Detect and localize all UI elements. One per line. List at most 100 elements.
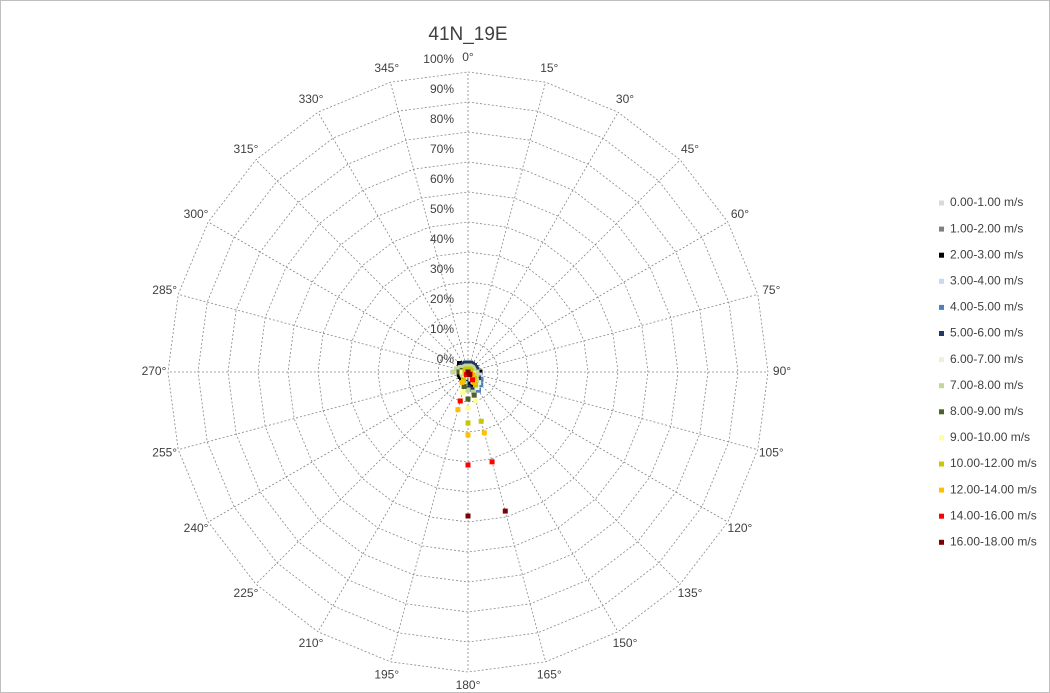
spoke	[255, 371, 469, 585]
marker	[460, 389, 466, 395]
marker	[477, 369, 483, 375]
chart-title: 41N_19E	[428, 24, 507, 45]
marker	[453, 366, 459, 372]
spoke	[178, 293, 469, 373]
marker	[465, 381, 471, 387]
angle-label: 150°	[613, 636, 638, 650]
marker	[481, 430, 487, 436]
legend-label: 2.00-3.00 m/s	[950, 247, 1023, 261]
marker	[462, 381, 468, 387]
r-tick-label: 30%	[430, 262, 454, 276]
angle-label: 30°	[616, 92, 634, 106]
angle-label: 195°	[374, 667, 399, 681]
angle-label: 285°	[152, 283, 177, 297]
marker	[453, 369, 459, 375]
legend-marker	[939, 435, 944, 441]
marker	[465, 432, 471, 438]
spoke	[467, 159, 681, 373]
angle-label: 120°	[728, 521, 753, 535]
angle-label: 315°	[234, 142, 259, 156]
legend-label: 8.00-9.00 m/s	[950, 404, 1023, 418]
r-tick-label: 50%	[430, 202, 454, 216]
legend-marker	[939, 461, 944, 467]
marker	[465, 513, 471, 519]
r-tick-label: 100%	[423, 52, 454, 66]
legend-marker	[939, 278, 944, 284]
spoke	[207, 371, 469, 523]
marker	[461, 377, 466, 383]
angle-label: 105°	[759, 445, 784, 459]
marker	[469, 383, 475, 389]
marker	[465, 405, 471, 411]
legend-label: 5.00-6.00 m/s	[950, 326, 1023, 340]
legend-marker	[939, 383, 944, 389]
angle-label: 300°	[184, 207, 209, 221]
legend-label: 9.00-10.00 m/s	[950, 430, 1030, 444]
spoke	[467, 82, 547, 373]
r-tick-label: 90%	[430, 82, 454, 96]
marker	[463, 360, 469, 366]
angle-label: 45°	[681, 142, 699, 156]
angle-label: 330°	[299, 92, 324, 106]
r-tick-label: 10%	[430, 322, 454, 336]
legend-label: 10.00-12.00 m/s	[950, 456, 1037, 470]
r-tick-label: 0%	[437, 352, 455, 366]
marker	[473, 398, 479, 404]
legend-marker	[939, 513, 944, 519]
marker	[465, 462, 471, 468]
spoke	[389, 82, 469, 373]
marker	[465, 420, 471, 426]
marker	[462, 374, 468, 380]
legend-marker	[939, 357, 944, 363]
marker	[464, 372, 469, 378]
r-tick-label: 40%	[430, 232, 454, 246]
marker	[464, 366, 470, 372]
angle-label: 90°	[773, 364, 791, 378]
spoke	[389, 371, 469, 662]
marker	[477, 372, 483, 378]
spoke	[467, 371, 758, 451]
marker	[465, 384, 471, 390]
legend-marker	[939, 304, 944, 310]
angle-label: 255°	[152, 445, 177, 459]
marker	[459, 369, 465, 375]
grid-ring	[167, 71, 769, 673]
marker	[463, 363, 469, 369]
spoke	[178, 371, 469, 451]
legend-label: 1.00-2.00 m/s	[950, 221, 1023, 235]
spoke	[467, 371, 729, 523]
angle-label: 75°	[762, 283, 780, 297]
marker	[456, 369, 462, 375]
spoke	[317, 371, 469, 633]
marker	[471, 379, 477, 385]
angle-label: 165°	[537, 667, 562, 681]
r-tick-label: 70%	[430, 142, 454, 156]
legend-marker	[939, 200, 944, 206]
legend-label: 14.00-16.00 m/s	[950, 508, 1037, 522]
marker	[471, 392, 477, 398]
marker	[478, 418, 484, 424]
marker	[459, 379, 465, 385]
spoke	[317, 111, 469, 373]
angle-label: 270°	[142, 364, 167, 378]
angle-label: 0°	[462, 50, 474, 64]
spoke	[467, 293, 758, 373]
legend-marker	[939, 409, 944, 415]
marker	[489, 459, 495, 465]
marker	[457, 365, 463, 370]
marker	[461, 383, 467, 389]
marker	[476, 387, 481, 393]
legend-marker	[939, 252, 944, 258]
legend-marker	[939, 487, 944, 493]
marker	[465, 396, 471, 402]
marker	[471, 367, 477, 373]
legend-label: 0.00-1.00 m/s	[950, 195, 1023, 209]
marker	[465, 387, 471, 393]
legend-label: 7.00-8.00 m/s	[950, 378, 1023, 392]
marker	[450, 369, 456, 375]
spoke	[467, 371, 619, 633]
marker	[502, 508, 508, 514]
marker	[457, 398, 463, 404]
